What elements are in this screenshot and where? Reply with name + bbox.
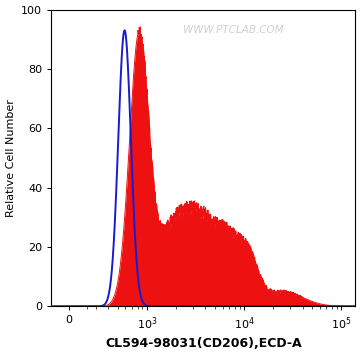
Text: WWW.PTCLAB.COM: WWW.PTCLAB.COM bbox=[183, 25, 284, 35]
Y-axis label: Relative Cell Number: Relative Cell Number bbox=[5, 99, 16, 217]
X-axis label: CL594-98031(CD206),ECD-A: CL594-98031(CD206),ECD-A bbox=[105, 337, 301, 350]
